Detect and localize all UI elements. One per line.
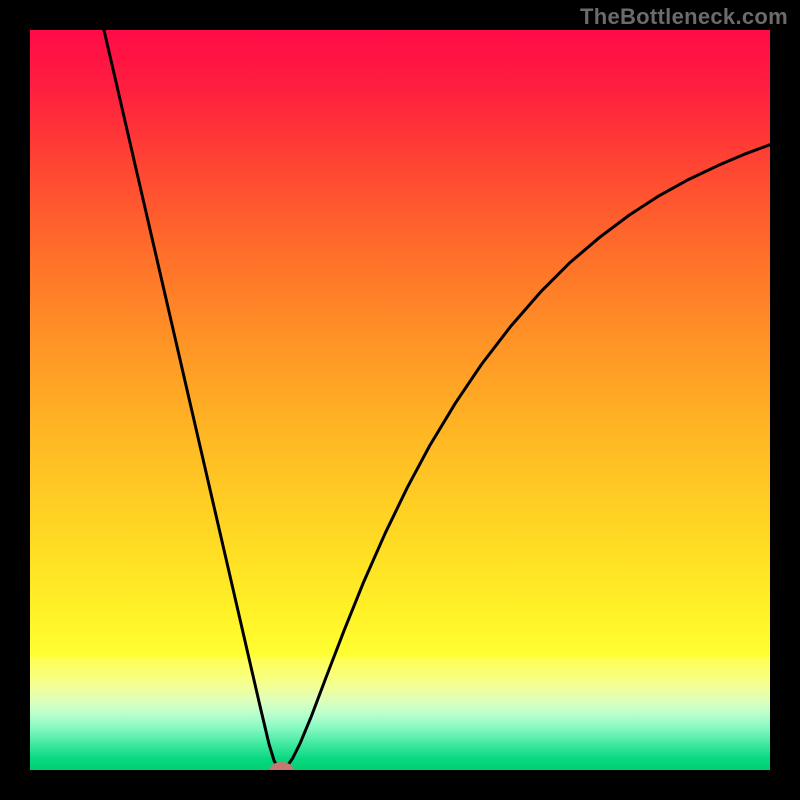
watermark-text: TheBottleneck.com [580,4,788,30]
plot-area [30,30,770,770]
chart-frame: TheBottleneck.com [0,0,800,800]
bottleneck-curve [30,30,770,770]
